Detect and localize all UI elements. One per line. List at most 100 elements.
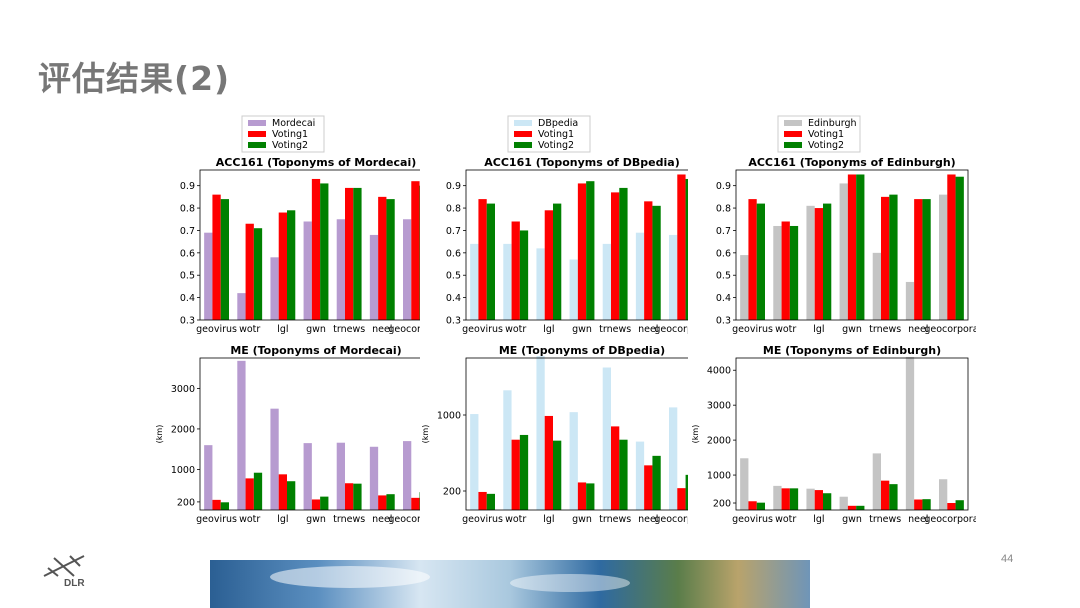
bar bbox=[378, 495, 387, 510]
chart-title: ACC161 (Toponyms of Edinburgh) bbox=[748, 156, 955, 169]
bar bbox=[478, 491, 487, 510]
y-tick-label: 0.7 bbox=[446, 226, 461, 237]
bar bbox=[278, 212, 287, 320]
bar bbox=[839, 183, 848, 320]
x-tick-label: neel bbox=[908, 514, 928, 525]
bar bbox=[740, 255, 749, 320]
chart-title: ACC161 (Toponyms of DBpedia) bbox=[484, 156, 679, 169]
bar bbox=[652, 205, 661, 320]
bar bbox=[939, 479, 948, 510]
bar bbox=[806, 488, 815, 510]
bar bbox=[336, 219, 345, 320]
x-tick-label: trnews bbox=[599, 514, 631, 525]
legend-label: Voting2 bbox=[808, 140, 844, 151]
y-axis-label: (km) bbox=[155, 425, 164, 444]
y-tick-label: 0.5 bbox=[446, 271, 461, 282]
bar bbox=[677, 488, 686, 510]
bar bbox=[569, 259, 578, 320]
y-tick-label: 0.6 bbox=[446, 248, 461, 259]
x-tick-label: neel bbox=[638, 514, 658, 525]
bar bbox=[586, 483, 595, 510]
y-tick-label: 0.8 bbox=[716, 204, 731, 215]
legend-swatch bbox=[514, 142, 532, 148]
legend-swatch bbox=[248, 131, 266, 137]
y-tick-label: 0.6 bbox=[716, 248, 731, 259]
y-tick-label: 0.4 bbox=[180, 293, 195, 304]
x-tick-label: lgl bbox=[543, 324, 554, 335]
bar bbox=[519, 434, 529, 510]
bar bbox=[611, 426, 620, 510]
x-tick-label: trnews bbox=[869, 324, 901, 335]
bar bbox=[353, 483, 362, 510]
bar bbox=[872, 252, 881, 320]
bar bbox=[486, 493, 495, 510]
bar bbox=[569, 412, 578, 510]
bar bbox=[519, 230, 529, 320]
chart-title: ME (Toponyms of Edinburgh) bbox=[763, 344, 941, 357]
y-tick-label: 3000 bbox=[171, 384, 195, 395]
bar bbox=[386, 199, 395, 320]
bar bbox=[756, 203, 765, 320]
bar bbox=[881, 480, 890, 510]
bar bbox=[635, 441, 645, 510]
bar bbox=[486, 203, 495, 320]
bar bbox=[478, 199, 487, 320]
y-tick-label: 0.4 bbox=[446, 293, 461, 304]
x-tick-label: geovirus bbox=[196, 324, 237, 335]
bar bbox=[619, 439, 628, 510]
y-axis-label: (km) bbox=[691, 425, 700, 444]
legend-label: Mordecai bbox=[272, 118, 315, 129]
y-tick-label: 0.3 bbox=[446, 316, 461, 327]
bar bbox=[287, 481, 296, 510]
legend-swatch bbox=[248, 120, 266, 126]
bar bbox=[748, 501, 757, 510]
x-tick-label: trnews bbox=[869, 514, 901, 525]
chart-me-edinburgh: ME (Toponyms of Edinburgh) (km) geovirus wo… bbox=[691, 344, 976, 525]
y-tick-label: 0.5 bbox=[180, 271, 195, 282]
legend-swatch bbox=[784, 131, 802, 137]
x-tick-label: gwn bbox=[842, 324, 862, 335]
bar bbox=[947, 503, 956, 510]
bar bbox=[789, 488, 799, 510]
dlr-logo-icon bbox=[43, 555, 85, 577]
x-tick-label: lgl bbox=[277, 324, 288, 335]
y-tick-label: 0.5 bbox=[716, 271, 731, 282]
bar bbox=[947, 174, 956, 320]
y-tick-label: 200 bbox=[177, 497, 195, 508]
bar bbox=[336, 442, 345, 510]
bar bbox=[220, 199, 229, 320]
bar bbox=[212, 499, 221, 510]
x-tick-label: lgl bbox=[813, 514, 824, 525]
bar bbox=[511, 439, 520, 510]
y-tick-label: 1000 bbox=[437, 411, 461, 422]
plot-frame bbox=[465, 169, 688, 321]
y-tick-label: 0.3 bbox=[716, 316, 731, 327]
bar bbox=[220, 502, 229, 510]
plot-frame bbox=[199, 357, 420, 511]
bar bbox=[470, 243, 479, 320]
bar bbox=[611, 192, 620, 320]
bar bbox=[652, 455, 661, 510]
bar bbox=[536, 248, 545, 320]
bar bbox=[814, 490, 823, 510]
x-tick-label: geovirus bbox=[196, 514, 237, 525]
chart-me-dbpedia: ME (Toponyms of DBpedia) (km) geovirus wotr… bbox=[421, 344, 688, 525]
y-tick-label: 0.7 bbox=[716, 226, 731, 237]
x-tick-label: wotr bbox=[505, 514, 526, 525]
bar bbox=[619, 187, 628, 320]
bar bbox=[204, 232, 213, 320]
bar bbox=[544, 415, 553, 510]
bar bbox=[823, 493, 832, 510]
bar bbox=[823, 203, 832, 320]
bar bbox=[278, 474, 287, 510]
y-tick-label: 1000 bbox=[171, 465, 195, 476]
bar bbox=[237, 293, 246, 320]
x-tick-label: wotr bbox=[239, 324, 260, 335]
y-tick-label: 0.3 bbox=[180, 316, 195, 327]
x-tick-label: gwn bbox=[842, 514, 862, 525]
y-tick-label: 0.6 bbox=[180, 248, 195, 259]
bar bbox=[872, 453, 881, 510]
bar bbox=[503, 243, 512, 320]
